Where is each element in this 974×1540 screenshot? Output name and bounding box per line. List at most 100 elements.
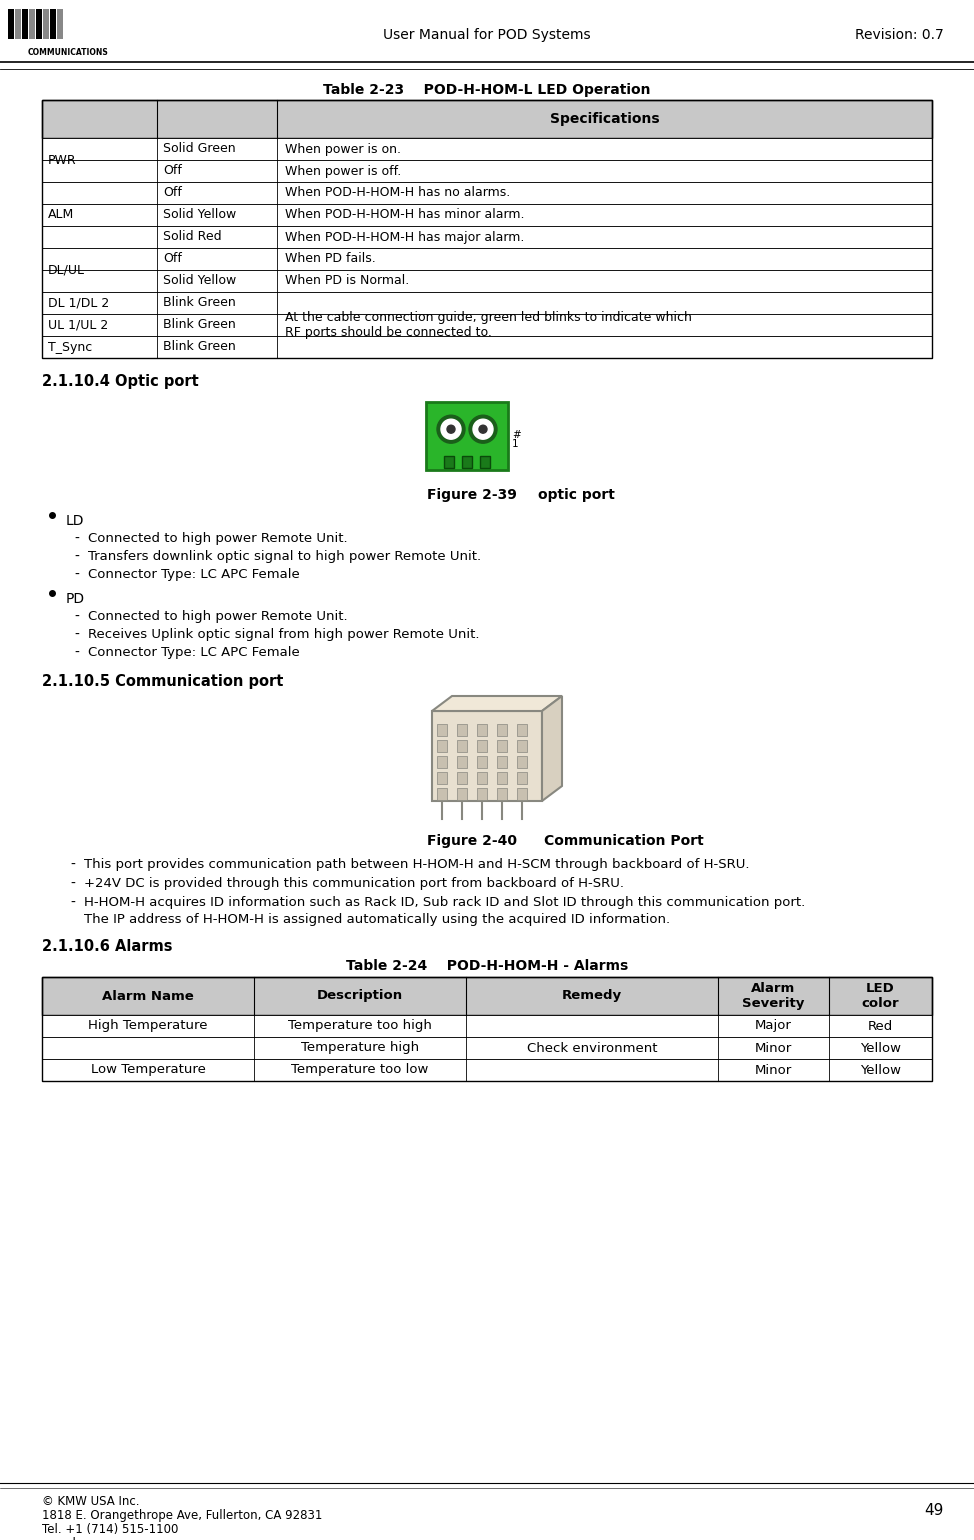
Text: 2.1.10.6 Alarms: 2.1.10.6 Alarms bbox=[42, 939, 172, 953]
Text: H-HOM-H acquires ID information such as Rack ID, Sub rack ID and Slot ID through: H-HOM-H acquires ID information such as … bbox=[84, 896, 805, 909]
Text: +24V DC is provided through this communication port from backboard of H-SRU.: +24V DC is provided through this communi… bbox=[84, 876, 624, 890]
Text: This port provides communication path between H-HOM-H and H-SCM through backboar: This port provides communication path be… bbox=[84, 858, 750, 872]
Circle shape bbox=[479, 425, 487, 433]
Text: Transfers downlink optic signal to high power Remote Unit.: Transfers downlink optic signal to high … bbox=[88, 550, 481, 564]
Text: Temperature high: Temperature high bbox=[301, 1041, 419, 1055]
Text: Tel. +1 (714) 515-1100: Tel. +1 (714) 515-1100 bbox=[42, 1523, 178, 1535]
Bar bbox=[42, 100, 932, 139]
Text: UL 1/UL 2: UL 1/UL 2 bbox=[48, 319, 108, 331]
Circle shape bbox=[469, 416, 497, 444]
Bar bbox=[42, 1060, 932, 1081]
Bar bbox=[444, 456, 454, 468]
Text: 2.1.10.4 Optic port: 2.1.10.4 Optic port bbox=[42, 374, 199, 390]
Bar bbox=[477, 724, 487, 736]
Bar bbox=[42, 270, 932, 293]
Bar bbox=[42, 160, 932, 182]
Text: Solid Yellow: Solid Yellow bbox=[163, 208, 237, 222]
Text: When POD-H-HOM-H has no alarms.: When POD-H-HOM-H has no alarms. bbox=[285, 186, 510, 200]
Bar bbox=[477, 788, 487, 799]
Bar bbox=[477, 741, 487, 752]
Text: Connected to high power Remote Unit.: Connected to high power Remote Unit. bbox=[88, 610, 348, 624]
Text: Low Temperature: Low Temperature bbox=[91, 1064, 206, 1076]
Bar bbox=[497, 724, 507, 736]
Text: Red: Red bbox=[868, 1019, 893, 1032]
Text: Connector Type: LC APC Female: Connector Type: LC APC Female bbox=[88, 645, 300, 659]
Text: -: - bbox=[70, 876, 75, 892]
Text: Figure 2-40: Figure 2-40 bbox=[427, 835, 517, 849]
Bar bbox=[497, 741, 507, 752]
Bar bbox=[517, 788, 527, 799]
Bar bbox=[42, 293, 932, 314]
Text: Yellow: Yellow bbox=[860, 1064, 901, 1076]
Bar bbox=[42, 226, 932, 248]
Bar bbox=[477, 772, 487, 784]
Circle shape bbox=[437, 416, 465, 444]
Text: © KMW USA Inc.: © KMW USA Inc. bbox=[42, 1495, 139, 1508]
Bar bbox=[497, 788, 507, 799]
Text: Solid Red: Solid Red bbox=[163, 231, 222, 243]
Text: Figure 2-39: Figure 2-39 bbox=[427, 488, 517, 502]
Bar bbox=[42, 976, 932, 1015]
Text: -: - bbox=[70, 858, 75, 872]
Text: Specifications: Specifications bbox=[549, 112, 659, 126]
Bar bbox=[477, 756, 487, 768]
Text: Alarm
Severity: Alarm Severity bbox=[742, 983, 805, 1010]
Bar bbox=[437, 724, 447, 736]
Bar bbox=[42, 1036, 932, 1060]
Text: DL/UL: DL/UL bbox=[48, 263, 85, 277]
Text: -: - bbox=[70, 896, 75, 910]
Bar bbox=[457, 741, 467, 752]
Text: -: - bbox=[74, 610, 79, 624]
Text: At the cable connection guide, green led blinks to indicate which
RF ports shoul: At the cable connection guide, green led… bbox=[285, 311, 692, 339]
Bar bbox=[497, 772, 507, 784]
Text: PWR: PWR bbox=[48, 154, 77, 166]
Text: COMMUNICATIONS: COMMUNICATIONS bbox=[27, 48, 108, 57]
Text: Blink Green: Blink Green bbox=[163, 340, 236, 354]
Bar bbox=[42, 314, 932, 336]
Text: High Temperature: High Temperature bbox=[89, 1019, 207, 1032]
Text: Minor: Minor bbox=[755, 1064, 792, 1076]
Bar bbox=[517, 724, 527, 736]
Text: www.kmwcomm.com: www.kmwcomm.com bbox=[42, 1537, 167, 1540]
Text: Off: Off bbox=[163, 165, 182, 177]
Text: Receives Uplink optic signal from high power Remote Unit.: Receives Uplink optic signal from high p… bbox=[88, 628, 479, 641]
Bar bbox=[457, 772, 467, 784]
Bar bbox=[437, 741, 447, 752]
Text: PD: PD bbox=[66, 591, 85, 607]
Text: When PD fails.: When PD fails. bbox=[285, 253, 376, 265]
Text: Description: Description bbox=[317, 990, 403, 1003]
Bar bbox=[42, 182, 932, 203]
Text: Solid Green: Solid Green bbox=[163, 143, 236, 156]
Text: Check environment: Check environment bbox=[527, 1041, 657, 1055]
Text: Off: Off bbox=[163, 186, 182, 200]
Bar bbox=[42, 1015, 932, 1036]
Text: optic port: optic port bbox=[499, 488, 615, 502]
Text: When PD is Normal.: When PD is Normal. bbox=[285, 274, 409, 288]
Text: Communication Port: Communication Port bbox=[505, 835, 704, 849]
Bar bbox=[29, 9, 35, 39]
Circle shape bbox=[473, 419, 493, 439]
Bar bbox=[42, 976, 932, 1081]
Bar bbox=[36, 9, 42, 39]
Text: When POD-H-HOM-H has minor alarm.: When POD-H-HOM-H has minor alarm. bbox=[285, 208, 525, 222]
Text: Connector Type: LC APC Female: Connector Type: LC APC Female bbox=[88, 568, 300, 581]
Bar bbox=[42, 139, 932, 160]
Text: Yellow: Yellow bbox=[860, 1041, 901, 1055]
Text: Temperature too high: Temperature too high bbox=[288, 1019, 431, 1032]
Bar bbox=[42, 248, 932, 270]
Bar bbox=[426, 402, 508, 470]
Text: When POD-H-HOM-H has major alarm.: When POD-H-HOM-H has major alarm. bbox=[285, 231, 524, 243]
Bar bbox=[462, 456, 472, 468]
Bar bbox=[480, 456, 490, 468]
Text: -: - bbox=[74, 568, 79, 582]
Text: Alarm Name: Alarm Name bbox=[102, 990, 194, 1003]
Text: When power is off.: When power is off. bbox=[285, 165, 401, 177]
Text: DL 1/DL 2: DL 1/DL 2 bbox=[48, 297, 109, 310]
Text: LD: LD bbox=[66, 514, 85, 528]
Bar bbox=[8, 5, 128, 60]
Text: ALM: ALM bbox=[48, 208, 74, 222]
Bar bbox=[22, 9, 28, 39]
Bar bbox=[57, 9, 63, 39]
Text: Table 2-23    POD-H-HOM-L LED Operation: Table 2-23 POD-H-HOM-L LED Operation bbox=[323, 83, 651, 97]
Bar bbox=[8, 9, 14, 39]
